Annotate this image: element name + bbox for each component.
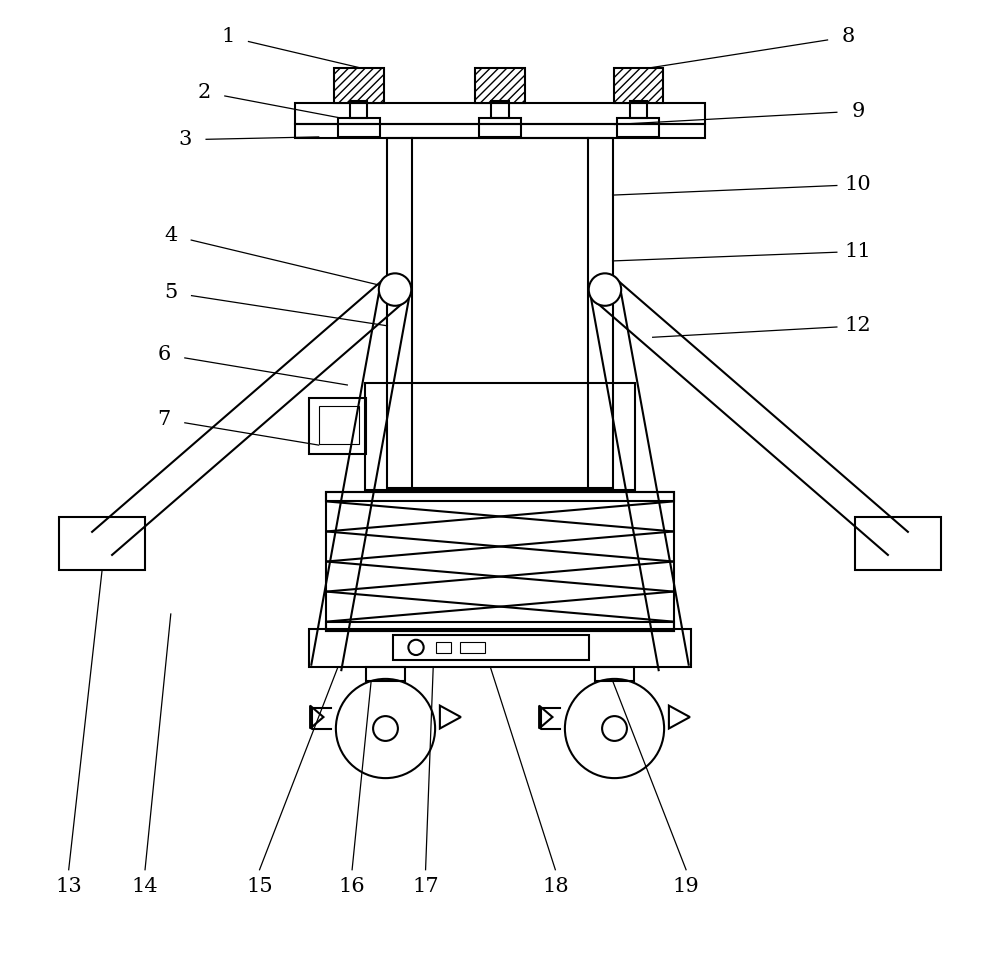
- Text: 10: 10: [844, 175, 871, 194]
- Text: 3: 3: [178, 130, 192, 149]
- Text: 16: 16: [339, 878, 365, 897]
- Bar: [295, 102, 705, 123]
- Text: 9: 9: [851, 101, 865, 121]
- Bar: [387, 138, 613, 488]
- Bar: [309, 630, 691, 667]
- Bar: [326, 622, 674, 632]
- Bar: [475, 68, 525, 102]
- Text: 19: 19: [673, 878, 699, 897]
- Text: 17: 17: [412, 878, 439, 897]
- Bar: [617, 118, 659, 137]
- Circle shape: [589, 274, 621, 306]
- Bar: [326, 492, 674, 632]
- Circle shape: [379, 274, 411, 306]
- Text: 2: 2: [198, 82, 211, 101]
- Bar: [614, 68, 663, 102]
- Bar: [479, 118, 521, 137]
- Bar: [393, 635, 589, 659]
- Bar: [595, 667, 634, 680]
- Bar: [319, 406, 359, 444]
- Text: 8: 8: [842, 27, 855, 46]
- Bar: [491, 100, 509, 118]
- Text: 15: 15: [246, 878, 273, 897]
- Text: 7: 7: [157, 410, 171, 429]
- Text: 13: 13: [55, 878, 82, 897]
- Text: 5: 5: [164, 283, 177, 301]
- Text: 6: 6: [157, 345, 171, 364]
- Bar: [365, 383, 635, 490]
- Bar: [59, 517, 145, 569]
- Bar: [366, 667, 405, 680]
- Bar: [326, 492, 674, 501]
- Bar: [630, 100, 647, 118]
- Bar: [855, 517, 941, 569]
- Bar: [309, 398, 366, 454]
- Text: 11: 11: [844, 242, 871, 261]
- Text: 12: 12: [845, 317, 871, 335]
- Text: 14: 14: [132, 878, 158, 897]
- Bar: [436, 642, 451, 653]
- Bar: [334, 68, 384, 102]
- Bar: [338, 118, 380, 137]
- Bar: [460, 642, 485, 653]
- Text: 4: 4: [164, 226, 177, 245]
- Text: 1: 1: [221, 27, 235, 46]
- Bar: [295, 123, 705, 138]
- Text: 18: 18: [542, 878, 569, 897]
- Bar: [350, 100, 367, 118]
